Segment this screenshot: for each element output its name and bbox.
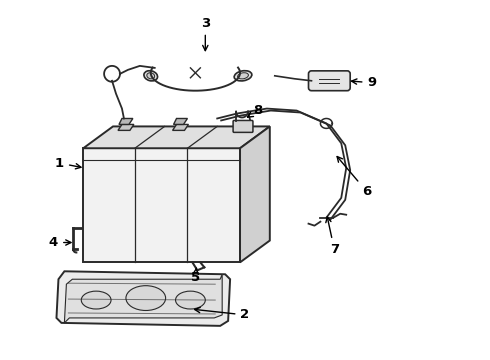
Polygon shape <box>56 271 230 326</box>
Ellipse shape <box>144 71 158 81</box>
Polygon shape <box>119 118 133 125</box>
Polygon shape <box>83 148 240 262</box>
Ellipse shape <box>175 291 205 309</box>
Text: 8: 8 <box>247 104 263 117</box>
Ellipse shape <box>238 73 248 79</box>
Polygon shape <box>118 125 134 130</box>
Ellipse shape <box>234 71 252 81</box>
Polygon shape <box>240 126 270 262</box>
Ellipse shape <box>147 73 155 79</box>
Text: 5: 5 <box>191 268 200 284</box>
Polygon shape <box>83 126 270 148</box>
FancyBboxPatch shape <box>233 121 253 132</box>
Polygon shape <box>64 274 222 323</box>
FancyBboxPatch shape <box>309 71 350 91</box>
Text: 9: 9 <box>351 76 377 89</box>
Ellipse shape <box>126 286 166 310</box>
Ellipse shape <box>81 291 111 309</box>
Polygon shape <box>172 125 189 130</box>
Polygon shape <box>173 118 188 125</box>
Text: 6: 6 <box>337 157 372 198</box>
Text: 4: 4 <box>49 236 71 249</box>
Text: 1: 1 <box>55 157 81 170</box>
Text: 7: 7 <box>326 217 339 256</box>
Text: 2: 2 <box>195 307 249 321</box>
Text: 3: 3 <box>201 17 210 51</box>
